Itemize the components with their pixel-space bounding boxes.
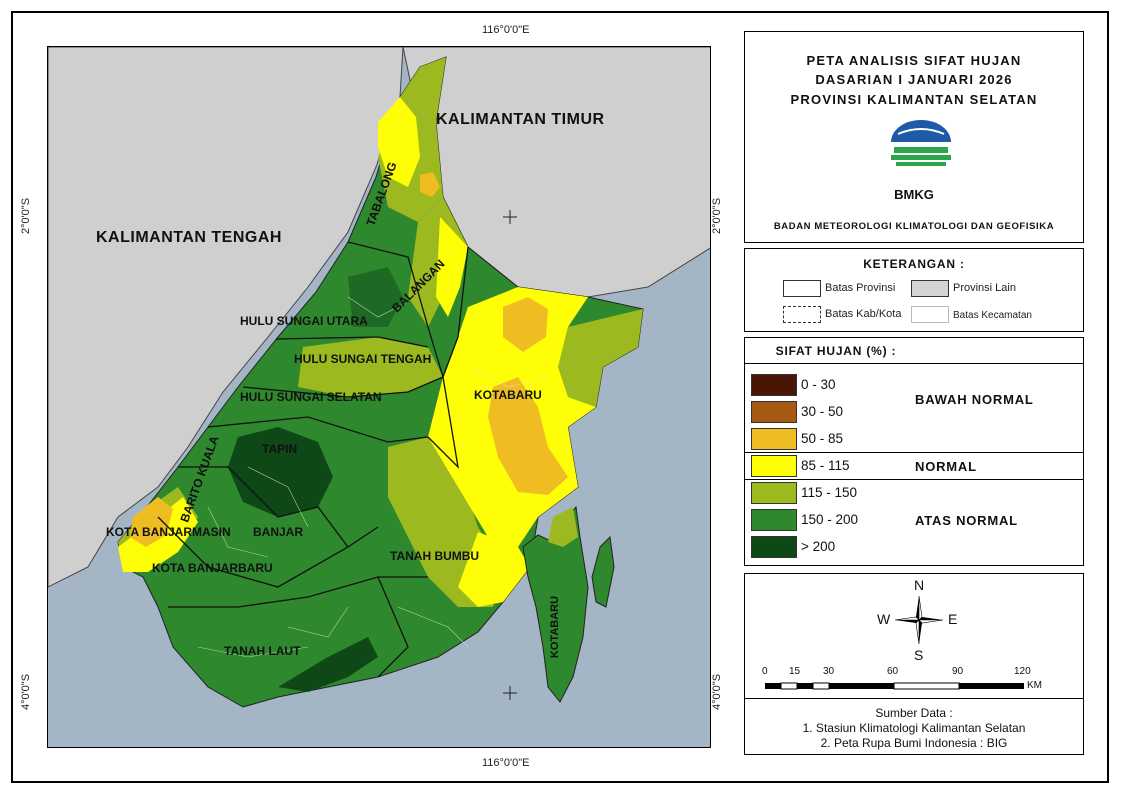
zone-gt-200-tanahlaut: [278, 637, 378, 692]
district-boundaries: [157, 241, 469, 678]
label-kotabaru: KOTABARU: [474, 388, 542, 402]
map-canvas: [48, 47, 710, 747]
label-tapin: TAPIN: [262, 442, 298, 456]
swatch-batas-kecamatan: [911, 306, 949, 323]
label-tanah-bumbu: TANAH BUMBU: [390, 549, 480, 563]
zone-50-85-kotabaru-s: [488, 377, 568, 495]
bmkg-logo-text: BMKG: [894, 187, 934, 202]
zone-gt-200-hsu: [348, 267, 403, 327]
class-swatch-30-50: [751, 401, 797, 423]
category-atas-normal: ATAS NORMAL: [915, 513, 1018, 528]
scale-bar: [765, 682, 1024, 690]
zone-gt-200-tapin: [228, 427, 333, 517]
label-kotabaru-island: KOTABARU: [549, 595, 562, 659]
label-kota-banjarbaru: KOTA BANJARBARU: [152, 561, 273, 575]
category-normal: NORMAL: [915, 459, 977, 474]
source-title: Sumber Data :: [875, 706, 953, 720]
subdistrict-boundaries: [197, 296, 549, 658]
class-swatch-0-30: [751, 374, 797, 396]
scale-tick-120: 120: [1014, 666, 1031, 677]
source-line-2: 2. Peta Rupa Bumi Indonesia : BIG: [820, 736, 1008, 750]
compass-w: W: [877, 611, 891, 627]
class-swatch-50-85: [751, 428, 797, 450]
label-kalimantan-timur: KALIMANTAN TIMUR: [436, 111, 605, 128]
keterangan-title: KETERANGAN :: [863, 257, 965, 271]
class-label-gt-200: > 200: [801, 539, 836, 554]
label-provinsi-lain: Provinsi Lain: [953, 282, 1016, 294]
label-kalimantan-tengah: KALIMANTAN TENGAH: [96, 229, 282, 246]
zone-50-85-kotabaru-n: [503, 297, 548, 352]
label-banjar: BANJAR: [253, 525, 304, 539]
label-batas-kecamatan: Batas Kecamatan: [953, 310, 1032, 321]
map-frame: [11, 11, 1109, 783]
zone-85-115-tabalong: [378, 97, 420, 187]
zone-85-115-balangan-strip: [436, 217, 468, 317]
compass-scale-panel: N W E S 0 15 30 60 90 120 KM Sumber Data…: [744, 573, 1084, 755]
zone-115-150-east: [558, 309, 643, 407]
label-batas-kab-kota: Batas Kab/Kota: [825, 308, 902, 320]
sifat-hujan-panel: SIFAT HUJAN (%) : 0 - 30 30 - 50 50 - 85…: [744, 337, 1084, 566]
label-batas-provinsi: Batas Provinsi: [825, 282, 896, 294]
legend-divider-normal-bottom: [745, 479, 1083, 480]
scale-tick-15: 15: [789, 666, 801, 677]
coord-right-lower: 4°0'0"S: [711, 673, 724, 711]
coord-top: 116°0'0"E: [482, 24, 530, 36]
class-label-85-115: 85 - 115: [801, 458, 850, 473]
compass-s: S: [914, 647, 924, 663]
grid-crosshairs: [503, 210, 517, 700]
compass-n: N: [914, 577, 925, 593]
swatch-batas-provinsi: [783, 280, 821, 297]
class-label-30-50: 30 - 50: [801, 404, 844, 419]
scale-tick-30: 30: [823, 666, 835, 677]
label-hulu-sungai-utara: HULU SUNGAI UTARA: [240, 314, 368, 328]
swatch-provinsi-lain: [911, 280, 949, 297]
class-swatch-115-150: [751, 482, 797, 504]
label-kota-banjarmasin: KOTA BANJARMASIN: [106, 525, 231, 539]
pulau-laut-island: [522, 505, 589, 703]
title-line-1: PETA ANALISIS SIFAT HUJAN: [806, 53, 1022, 68]
coord-bottom: 116°0'0"E: [482, 757, 530, 769]
compass-e: E: [948, 611, 958, 627]
source-line-1: 1. Stasiun Klimatologi Kalimantan Selata…: [802, 721, 1026, 735]
scale-unit: KM: [1027, 680, 1042, 691]
sifat-hujan-title: SIFAT HUJAN (%) :: [775, 344, 897, 358]
zone-85-115-southeast: [458, 532, 530, 607]
class-label-115-150: 115 - 150: [801, 485, 858, 500]
zone-50-85-north: [420, 172, 440, 197]
title-line-3: PROVINSI KALIMANTAN SELATAN: [790, 92, 1038, 107]
scale-tick-60: 60: [887, 666, 899, 677]
zone-115-150-hst: [298, 337, 443, 397]
category-bawah-normal: BAWAH NORMAL: [915, 392, 1034, 407]
legend-divider-normal-top: [745, 452, 1083, 453]
zone-50-85-west: [130, 497, 173, 547]
scale-tick-90: 90: [952, 666, 964, 677]
keterangan-panel: KETERANGAN : Batas Provinsi Provinsi Lai…: [744, 248, 1084, 332]
label-tanah-laut: TANAH LAUT: [224, 644, 301, 658]
label-hulu-sungai-selatan: HULU SUNGAI SELATAN: [240, 390, 382, 404]
label-hulu-sungai-tengah: HULU SUNGAI TENGAH: [294, 352, 432, 366]
compass-rose-icon: [894, 595, 944, 645]
coord-left-lower: 4°0'0"S: [20, 673, 33, 711]
legend-divider-top: [745, 363, 1083, 364]
class-swatch-85-115: [751, 455, 797, 477]
coord-left-upper: 2°0'0"S: [20, 197, 33, 235]
pulau-laut-north: [548, 507, 578, 547]
pulau-sebuku: [591, 535, 615, 608]
source-divider: [745, 698, 1083, 699]
title-line-2: DASARIAN I JANUARI 2026: [815, 72, 1013, 87]
class-label-50-85: 50 - 85: [801, 431, 844, 446]
class-label-0-30: 0 - 30: [801, 377, 836, 392]
coord-right-upper: 2°0'0"S: [711, 197, 724, 235]
bmkg-logo: [888, 120, 954, 182]
rainfall-map[interactable]: KALIMANTAN TENGAH KALIMANTAN TIMUR TABAL…: [47, 46, 711, 748]
class-swatch-150-200: [751, 509, 797, 531]
title-panel: PETA ANALISIS SIFAT HUJAN DASARIAN I JAN…: [744, 31, 1084, 243]
swatch-batas-kab-kota: [783, 306, 821, 323]
scale-tick-0: 0: [762, 666, 768, 677]
class-label-150-200: 150 - 200: [801, 512, 859, 527]
agency-name: BADAN METEOROLOGI KLIMATOLOGI DAN GEOFIS…: [773, 221, 1055, 232]
class-swatch-gt-200: [751, 536, 797, 558]
